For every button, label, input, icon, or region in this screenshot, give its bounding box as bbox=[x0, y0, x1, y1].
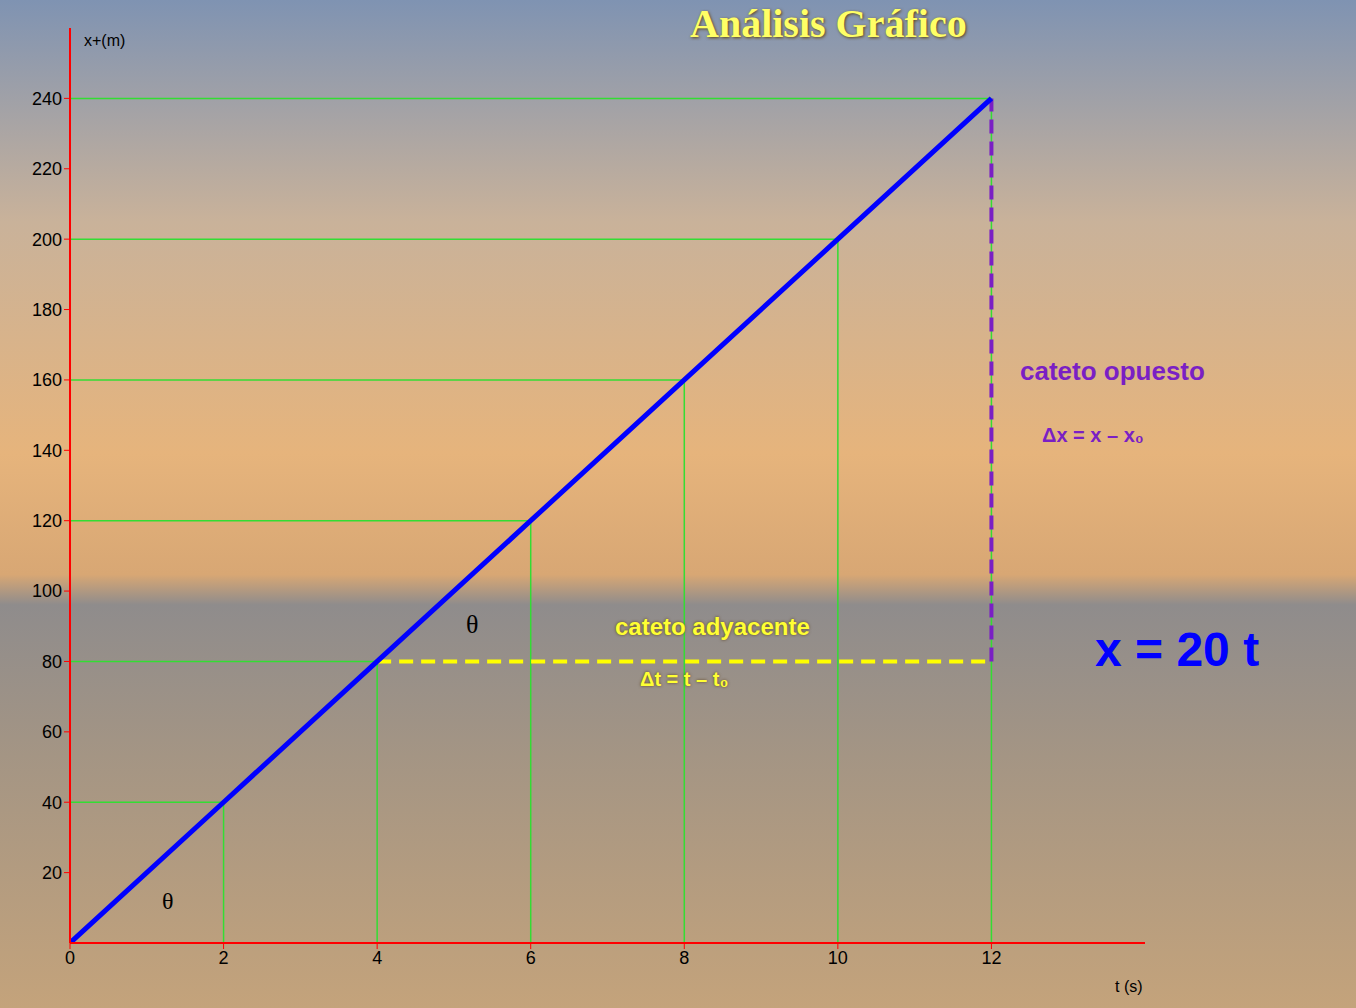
html-text:t (s): t (s) bbox=[1115, 978, 1143, 995]
html-text:θ: θ bbox=[162, 888, 174, 914]
svg-text:60: 60 bbox=[42, 722, 62, 742]
svg-text:240: 240 bbox=[32, 89, 62, 109]
html-text:cateto adyacente: cateto adyacente bbox=[615, 613, 810, 640]
svg-text:6: 6 bbox=[526, 948, 536, 968]
svg-text:0: 0 bbox=[65, 948, 75, 968]
svg-text:220: 220 bbox=[32, 159, 62, 179]
svg-text:140: 140 bbox=[32, 441, 62, 461]
html-text:x = 20 t: x = 20 t bbox=[1095, 623, 1260, 676]
html-text:Δt = t – t₀: Δt = t – t₀ bbox=[640, 668, 729, 690]
svg-text:80: 80 bbox=[42, 652, 62, 672]
svg-text:160: 160 bbox=[32, 370, 62, 390]
svg-text:120: 120 bbox=[32, 511, 62, 531]
svg-text:2: 2 bbox=[219, 948, 229, 968]
svg-text:4: 4 bbox=[372, 948, 382, 968]
html-text:cateto opuesto: cateto opuesto bbox=[1020, 356, 1205, 386]
svg-text:12: 12 bbox=[981, 948, 1001, 968]
svg-text:200: 200 bbox=[32, 230, 62, 250]
html-text:Análisis Gráfico: Análisis Gráfico bbox=[690, 1, 967, 46]
svg-text:100: 100 bbox=[32, 581, 62, 601]
svg-text:20: 20 bbox=[42, 863, 62, 883]
html-text:x+(m): x+(m) bbox=[84, 32, 126, 49]
svg-text:40: 40 bbox=[42, 793, 62, 813]
html-text:θ: θ bbox=[466, 610, 479, 639]
svg-text:180: 180 bbox=[32, 300, 62, 320]
svg-text:10: 10 bbox=[828, 948, 848, 968]
svg-text:8: 8 bbox=[679, 948, 689, 968]
html-text:Δx = x – x₀: Δx = x – x₀ bbox=[1042, 424, 1144, 446]
